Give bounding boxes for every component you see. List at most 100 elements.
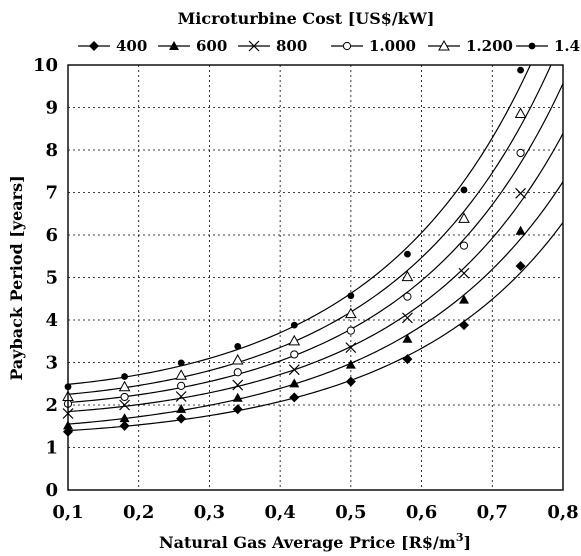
legend-marker-4 xyxy=(438,39,450,51)
series-line-4 xyxy=(67,64,552,395)
data-point-1-3 xyxy=(232,392,243,402)
data-point-5-1 xyxy=(121,373,128,380)
data-point-1-2 xyxy=(176,403,187,413)
data-point-2-4 xyxy=(288,364,300,376)
data-point-2-2 xyxy=(175,391,187,402)
legend-label-0: 400 xyxy=(116,37,147,55)
y-tick-label: 5 xyxy=(45,268,58,289)
data-point-2-8 xyxy=(515,187,526,199)
x-tick-labels: 0,1 0,2 0,3 0,4 0,5 0,6 0,7 0,8 xyxy=(52,502,578,523)
data-point-3-2 xyxy=(177,381,186,390)
x-tick-label: 0,6 xyxy=(406,502,437,523)
series-line-0 xyxy=(67,222,564,432)
data-point-5-7 xyxy=(460,186,468,194)
data-point-5-4 xyxy=(290,321,298,329)
data-point-1-5 xyxy=(345,359,356,369)
chart-title: Microturbine Cost [US$/kW] xyxy=(178,9,435,28)
data-point-4-8 xyxy=(514,107,527,118)
data-point-0-7 xyxy=(459,320,469,331)
data-point-3-7 xyxy=(459,241,469,250)
data-point-3-3 xyxy=(233,368,242,377)
legend-label-5: 1.400 xyxy=(554,37,581,55)
data-point-4-1 xyxy=(118,380,131,392)
legend-marker-5 xyxy=(528,42,536,50)
y-tick-label: 8 xyxy=(45,140,58,161)
data-point-2-1 xyxy=(119,399,130,411)
data-point-4-5 xyxy=(345,307,357,319)
data-point-4-3 xyxy=(231,353,244,365)
series-line-5 xyxy=(67,64,531,385)
x-tick-label: 0,5 xyxy=(335,502,366,523)
x-tick-label: 0,4 xyxy=(264,502,295,523)
series-line-3 xyxy=(67,83,564,404)
data-point-4-4 xyxy=(288,334,301,346)
x-tick-label: 0,8 xyxy=(547,502,578,523)
x-tick-label: 0,2 xyxy=(123,502,154,523)
legend-label-3: 1.000 xyxy=(369,37,416,55)
data-point-2-7 xyxy=(458,267,470,279)
data-point-1-1 xyxy=(119,413,130,423)
data-point-5-8 xyxy=(517,66,524,74)
y-tick-label: 2 xyxy=(45,395,58,416)
gridlines xyxy=(68,65,563,490)
y-tick-label: 6 xyxy=(45,225,58,246)
legend-marker-3 xyxy=(342,41,352,51)
data-point-3-8 xyxy=(516,148,525,158)
data-point-0-5 xyxy=(345,376,356,387)
legend-marker-1 xyxy=(169,41,179,50)
y-tick-label: 9 xyxy=(45,98,58,119)
legend-entry-1: 600 xyxy=(158,37,227,55)
series-curves xyxy=(67,64,564,432)
data-point-1-6 xyxy=(402,333,413,343)
y-tick-label: 7 xyxy=(45,183,58,204)
data-point-5-2 xyxy=(177,359,185,367)
legend-marker-2 xyxy=(248,40,260,52)
legend-label-4: 1.200 xyxy=(466,37,513,55)
data-point-2-6 xyxy=(402,312,413,324)
data-point-0-8 xyxy=(515,261,526,272)
data-point-0-1 xyxy=(119,420,130,431)
y-tick-label: 3 xyxy=(45,353,58,374)
data-point-4-7 xyxy=(458,212,470,223)
legend-entry-5: 1.400 xyxy=(516,37,581,55)
data-point-0-6 xyxy=(402,354,413,365)
data-point-0-4 xyxy=(289,392,300,403)
data-point-0-3 xyxy=(232,404,243,415)
legend-label-2: 800 xyxy=(276,37,307,55)
data-point-1-4 xyxy=(289,378,300,388)
x-tick-label: 0,7 xyxy=(477,502,508,523)
data-point-3-1 xyxy=(120,392,129,402)
y-tick-label: 4 xyxy=(45,310,58,331)
data-point-5-6 xyxy=(404,250,411,258)
y-tick-label: 0 xyxy=(45,480,58,501)
legend-entry-3: 1.000 xyxy=(331,37,416,55)
legend-label-1: 600 xyxy=(196,37,227,55)
x-axis-label: Natural Gas Average Price [R$/m3] xyxy=(159,531,471,552)
legend-entry-0: 400 xyxy=(78,37,147,55)
data-point-2-5 xyxy=(345,342,357,354)
data-point-3-5 xyxy=(346,326,355,335)
series-line-1 xyxy=(67,181,564,425)
data-point-3-4 xyxy=(290,350,299,359)
series-markers xyxy=(62,66,527,437)
series-line-2 xyxy=(67,133,564,413)
data-point-1-8 xyxy=(515,225,526,235)
data-point-4-6 xyxy=(401,270,414,282)
data-point-4-2 xyxy=(175,369,187,380)
data-point-1-7 xyxy=(459,294,469,304)
y-tick-labels: 0 1 2 3 4 5 6 7 8 9 10 xyxy=(33,55,58,501)
data-point-5-5 xyxy=(347,292,355,300)
y-tick-label: 10 xyxy=(33,55,58,76)
data-point-0-2 xyxy=(176,413,187,424)
data-point-2-3 xyxy=(232,379,244,391)
legend-entry-4: 1.200 xyxy=(428,37,513,55)
x-tick-label: 0,3 xyxy=(194,502,225,523)
legend: 400 600 800 1.000 1.200 1.400 xyxy=(78,37,581,55)
x-tick-label: 0,1 xyxy=(52,502,83,523)
data-point-3-6 xyxy=(403,292,412,301)
y-axis-label: Payback Period [years] xyxy=(7,175,26,380)
y-tick-label: 1 xyxy=(45,438,58,459)
data-point-5-3 xyxy=(234,342,242,350)
legend-entry-2: 800 xyxy=(238,37,307,55)
